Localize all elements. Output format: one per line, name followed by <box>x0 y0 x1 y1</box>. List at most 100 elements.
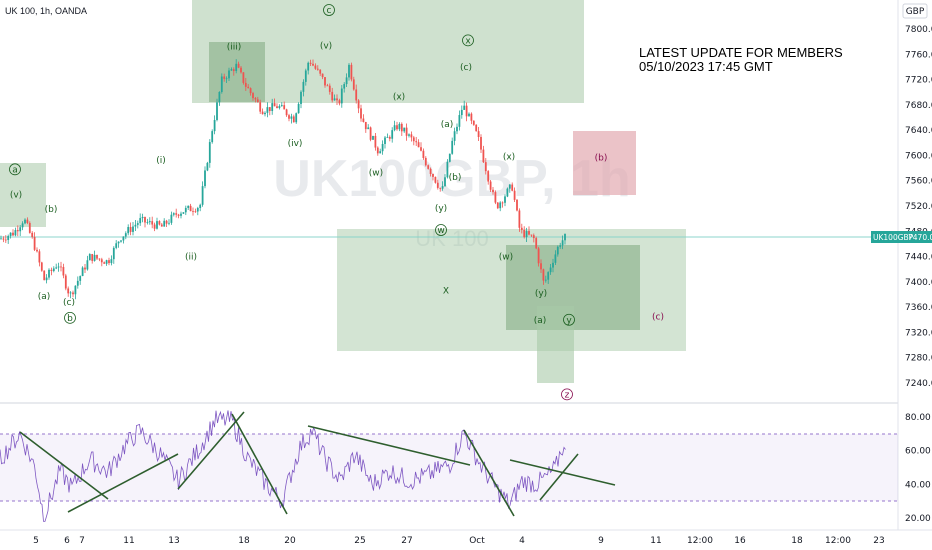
candle-body <box>453 131 456 141</box>
rsi-tick-label: 40.00 <box>905 480 931 490</box>
wave-label: y <box>566 316 572 326</box>
candle-body <box>235 63 238 72</box>
time-tick-label: 4 <box>519 536 525 546</box>
candle-body <box>470 113 473 121</box>
candle-body <box>355 89 358 101</box>
candle-body <box>448 153 451 162</box>
candle-body <box>2 238 5 240</box>
candles-layer <box>0 59 566 300</box>
candle-body <box>316 68 319 70</box>
candle-body <box>460 109 463 116</box>
time-tick-label: 16 <box>734 536 746 546</box>
zone-a-wave <box>0 163 46 227</box>
candle-body <box>309 62 312 64</box>
candle-body <box>52 268 55 271</box>
time-tick-label: Oct <box>469 536 485 546</box>
candle-body <box>348 64 350 78</box>
candle-body <box>518 210 521 228</box>
candle-body <box>201 186 204 205</box>
candle-body <box>148 221 151 223</box>
time-tick-label: 20 <box>284 536 296 546</box>
wave-label: (y) <box>435 204 447 214</box>
candle-body <box>364 121 367 130</box>
candle-body <box>177 214 180 216</box>
candle-body <box>220 76 223 92</box>
candle-body <box>420 147 422 151</box>
candle-body <box>158 221 161 225</box>
candle-body <box>223 76 226 79</box>
candle-body <box>542 269 545 281</box>
wave-label: (i) <box>156 156 166 166</box>
candle-body <box>532 235 535 239</box>
candle-body <box>480 136 482 150</box>
currency-badge[interactable] <box>902 3 928 19</box>
wave-label: w <box>437 226 444 236</box>
wave-label: a <box>12 165 18 175</box>
wave-label: (x) <box>393 93 405 103</box>
candle-body <box>292 116 295 123</box>
candle-body <box>127 227 130 234</box>
candle-body <box>333 98 336 101</box>
rsi-trendline <box>539 453 579 501</box>
price-tick-label: 7240.0 <box>905 379 932 389</box>
candle-body <box>304 70 307 82</box>
candle-body <box>55 267 58 269</box>
price-tick-label: 7400.0 <box>905 278 932 288</box>
candle-body <box>237 63 240 68</box>
candle-body <box>0 238 2 240</box>
candle-body <box>120 240 122 242</box>
wave-label: (y) <box>535 289 547 299</box>
candle-body <box>369 127 372 140</box>
candle-body <box>297 103 300 114</box>
candle-body <box>187 205 190 208</box>
candle-body <box>57 266 60 268</box>
candle-body <box>256 99 259 103</box>
candle-body <box>93 254 96 261</box>
candle-body <box>151 221 154 225</box>
candle-body <box>357 100 360 109</box>
candle-body <box>252 93 254 99</box>
wave-label: (v) <box>10 191 22 201</box>
candle-body <box>508 184 511 189</box>
wave-label: x <box>465 36 471 46</box>
rsi-trendline <box>231 413 288 515</box>
candle-body <box>312 63 314 66</box>
rsi-tick-label: 60.00 <box>905 447 931 457</box>
candle-body <box>259 102 262 112</box>
candle-body <box>271 103 274 112</box>
candle-body <box>489 181 492 190</box>
candle-body <box>172 213 175 215</box>
candle-body <box>168 222 170 224</box>
candle-body <box>326 85 329 87</box>
candle-body <box>124 233 127 237</box>
candle-body <box>14 230 17 236</box>
candle-body <box>492 189 494 193</box>
time-tick-label: 12:00 <box>825 536 851 546</box>
candle-body <box>9 232 12 236</box>
wave-label: (iv) <box>288 139 303 149</box>
candle-body <box>60 266 62 268</box>
last-price-badge <box>871 231 932 243</box>
wave-label-circle <box>563 313 575 326</box>
wave-label: (v) <box>320 41 332 51</box>
candle-body <box>427 165 430 169</box>
candle-body <box>45 277 48 281</box>
candle-body <box>374 135 377 148</box>
wave-label: (c) <box>460 63 472 73</box>
time-tick-label: 23 <box>873 536 884 546</box>
candle-body <box>79 276 82 281</box>
candle-body <box>537 248 540 264</box>
candle-body <box>403 127 406 132</box>
candle-body <box>417 142 420 148</box>
candle-body <box>232 69 235 72</box>
candle-body <box>456 126 458 132</box>
wave-label: z <box>565 390 570 400</box>
candle-body <box>72 292 74 295</box>
candle-body <box>494 192 497 203</box>
candle-body <box>516 199 518 211</box>
candle-body <box>386 137 389 138</box>
rsi-axis-ticks: 80.00 60.00 40.00 20.00 <box>905 413 931 524</box>
candle-body <box>184 207 187 213</box>
candle-body <box>81 267 84 277</box>
candle-body <box>343 84 346 89</box>
